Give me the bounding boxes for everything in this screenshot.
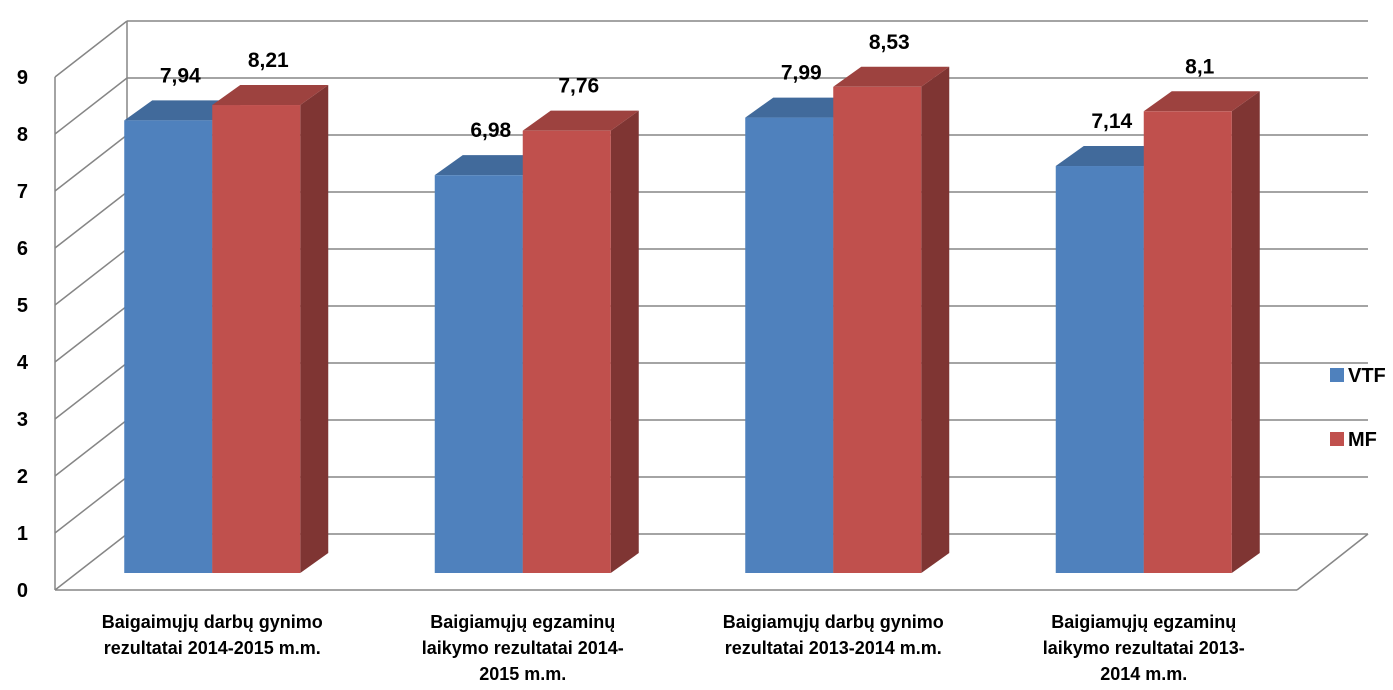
y-tick-label: 5 [17,295,28,317]
x-category-label: Baigiamųjų darbų gynimo rezultatai 2013-2… [723,612,944,658]
x-category-line: Baigiamųjų darbų gynimo [723,612,944,632]
bar-front-face [1055,166,1144,573]
gridline-side [54,476,128,534]
bar-front-face [833,86,922,573]
data-label: 7,99 [781,62,822,85]
legend-item-mf: MF [1330,429,1377,451]
bar-top-face [1143,91,1260,112]
x-category-line: 2014 m.m. [1100,664,1187,684]
data-label: 7,94 [160,64,201,87]
bar-front-face [124,120,213,574]
x-category-line: Baigiamųjų egzaminų [1051,612,1236,632]
bar-front-face [1143,111,1232,574]
legend-label: VTF [1348,365,1386,387]
y-tick-label: 6 [17,238,28,260]
x-category-line: Baigaimųjų darbų gynimo [102,612,323,632]
legend: VTF MF [1330,365,1386,451]
y-tick-label: 3 [17,409,28,431]
x-axis-categories: Baigaimųjų darbų gynimo rezultatai 2014-2… [102,612,1245,684]
y-tick-label: 0 [17,580,28,602]
bar-front-face [745,117,834,573]
bar-side-face [1231,91,1260,574]
bar-top-face [212,85,329,106]
legend-swatch [1330,432,1344,446]
bar-top-face [833,66,950,87]
gridline-side [54,134,128,192]
data-label: 7,76 [558,75,599,98]
bar-mf [212,85,329,573]
x-category-line: rezultatai 2014-2015 m.m. [104,638,321,658]
bar-side-face [610,110,639,574]
bar-top-face [1055,146,1172,167]
gridline-side [54,419,128,477]
bar-front-face [212,105,301,573]
y-tick-label: 2 [17,466,28,488]
data-label: 8,21 [248,49,289,72]
bar-top-face [522,110,639,131]
gridline-side [54,362,128,420]
bar-mf [833,66,950,573]
bar-front-face [434,175,523,573]
legend-label: MF [1348,429,1377,451]
x-category-line: rezultatai 2013-2014 m.m. [725,638,942,658]
x-category-label: Baigiamųjų egzaminų laikymo rezultatai 20… [422,612,624,684]
bars [124,66,1260,574]
bar-side-face [921,66,950,573]
y-tick-label: 7 [17,181,28,203]
data-label: 8,1 [1185,55,1215,78]
bar-top-face [434,155,551,176]
gridline-side [54,248,128,306]
data-label: 7,14 [1091,110,1132,133]
bar-side-face [300,85,329,573]
x-category-line: 2015 m.m. [479,664,566,684]
bar-mf [1143,91,1260,574]
bar-front-face [522,130,611,573]
data-label: 6,98 [470,119,511,142]
y-tick-label: 9 [17,67,28,89]
y-tick-label: 8 [17,124,28,146]
x-category-label: Baigaimųjų darbų gynimo rezultatai 2014-2… [102,612,323,658]
x-category-line: laikymo rezultatai 2014- [422,638,624,658]
legend-item-vtf: VTF [1330,365,1386,387]
x-category-label: Baigiamųjų egzaminų laikymo rezultatai 20… [1043,612,1245,684]
bar-top-face [124,100,241,121]
gridline-side [54,305,128,363]
y-axis-ticks: 0 1 2 3 4 5 6 7 8 9 [17,67,29,602]
y-tick-label: 1 [17,523,28,545]
gridline-side [54,191,128,249]
gridline-side [54,20,128,78]
x-category-line: laikymo rezultatai 2013- [1043,638,1245,658]
x-category-line: Baigiamųjų egzaminų [430,612,615,632]
y-tick-label: 4 [17,352,29,374]
data-labels: 7,94 8,21 6,98 7,76 7,99 8,53 7,14 8,1 [160,31,1215,142]
bar-mf [522,110,639,574]
bar-top-face [745,97,862,118]
gridline-side [54,533,128,591]
gridline-side [54,77,128,135]
legend-swatch [1330,368,1344,382]
floor-right [1296,533,1369,591]
data-label: 8,53 [869,31,910,54]
